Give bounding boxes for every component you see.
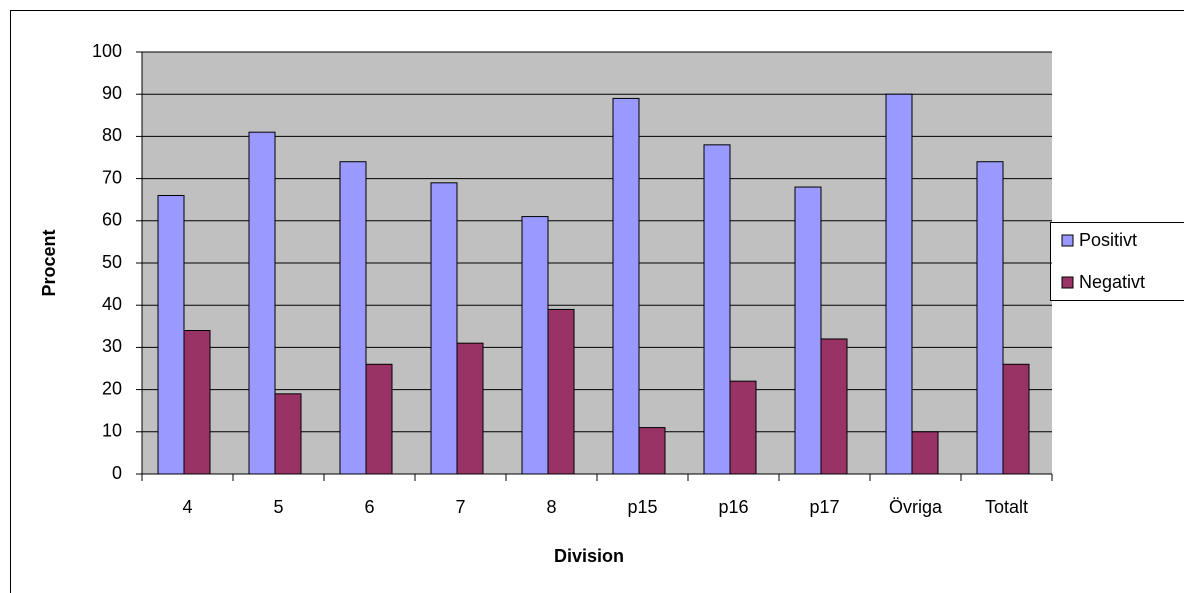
bar xyxy=(820,338,848,475)
y-tick-label: 100 xyxy=(92,41,122,61)
y-tick-label: 20 xyxy=(102,378,122,398)
y-tick-label: 30 xyxy=(102,336,122,356)
x-tick-label: Totalt xyxy=(985,497,1028,517)
legend-label: Positivt xyxy=(1079,230,1137,250)
bar xyxy=(456,342,484,475)
x-tick-label: p16 xyxy=(718,497,748,517)
y-tick-label: 10 xyxy=(102,421,122,441)
y-tick-label: 40 xyxy=(102,294,122,314)
bar xyxy=(183,330,211,475)
bar xyxy=(365,363,393,475)
legend-swatch xyxy=(1061,234,1074,247)
legend-swatch xyxy=(1061,276,1074,289)
bar xyxy=(157,194,185,475)
bar xyxy=(612,97,640,475)
x-tick-label: 8 xyxy=(546,497,556,517)
x-tick-label: p15 xyxy=(627,497,657,517)
y-tick-label: 0 xyxy=(112,463,122,483)
x-tick-label: p17 xyxy=(809,497,839,517)
bar xyxy=(885,93,913,475)
bar xyxy=(430,182,458,475)
y-tick-label: 80 xyxy=(102,125,122,145)
y-tick-label: 60 xyxy=(102,210,122,230)
bar xyxy=(911,431,939,475)
legend-label: Negativt xyxy=(1079,272,1145,292)
y-tick-label: 90 xyxy=(102,83,122,103)
y-axis-label: Procent xyxy=(39,229,59,296)
bar xyxy=(521,216,549,475)
x-tick-label: 6 xyxy=(364,497,374,517)
y-tick-label: 50 xyxy=(102,252,122,272)
bar xyxy=(794,186,822,475)
bar xyxy=(638,427,666,475)
bar xyxy=(339,161,367,475)
x-tick-label: 7 xyxy=(455,497,465,517)
bar xyxy=(729,380,757,475)
bar xyxy=(703,144,731,475)
y-tick-label: 70 xyxy=(102,167,122,187)
bar xyxy=(248,131,276,475)
x-tick-label: 4 xyxy=(182,497,192,517)
bar xyxy=(547,308,575,475)
bar xyxy=(1002,363,1030,475)
bar xyxy=(976,161,1004,475)
bar xyxy=(274,393,302,475)
x-tick-label: 5 xyxy=(273,497,283,517)
x-tick-label: Övriga xyxy=(889,497,943,517)
x-axis-label: Division xyxy=(554,546,624,566)
